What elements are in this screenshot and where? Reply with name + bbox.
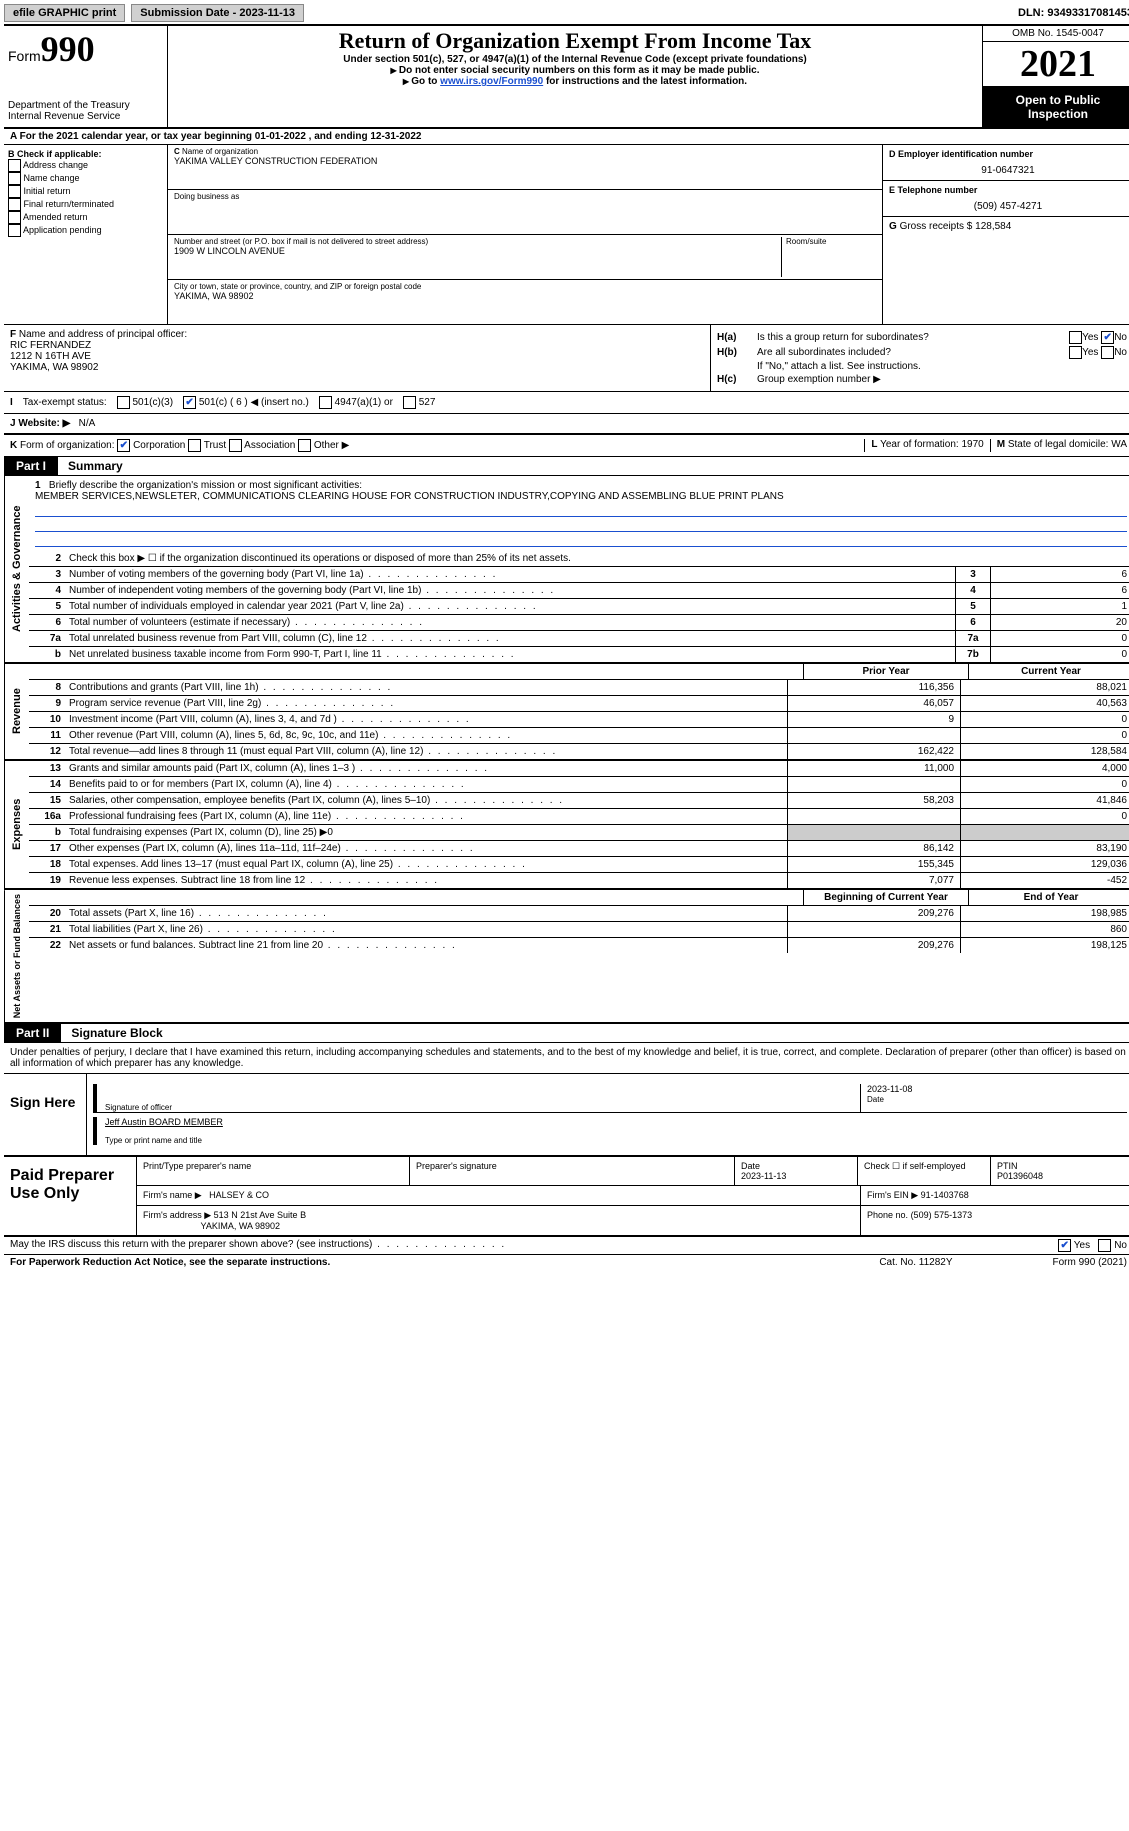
net-row: 22Net assets or fund balances. Subtract … (29, 937, 1129, 953)
cb-4947[interactable] (319, 396, 332, 409)
form-org-row: K Form of organization: ✔ Corporation Tr… (4, 435, 1129, 457)
top-bar: efile GRAPHIC print Submission Date - 20… (4, 4, 1129, 26)
net-assets-section: Net Assets or Fund Balances Beginning of… (4, 890, 1129, 1024)
phone: (509) 457-4271 (889, 201, 1127, 212)
gov-row: 3Number of voting members of the governi… (29, 566, 1129, 582)
header-left: Form990 Department of the Treasury Inter… (4, 26, 168, 127)
sign-here-block: Sign Here Signature of officer 2023-11-0… (4, 1074, 1129, 1157)
section-h: H(a)Is this a group return for subordina… (711, 325, 1129, 391)
tax-exempt-row: I Tax-exempt status: 501(c)(3) ✔ 501(c) … (4, 392, 1129, 414)
discuss-no[interactable] (1098, 1239, 1111, 1252)
signature-declaration: Under penalties of perjury, I declare th… (4, 1043, 1129, 1074)
block-f-h: F Name and address of principal officer:… (4, 325, 1129, 392)
discuss-yes[interactable]: ✔ (1058, 1239, 1071, 1252)
tax-year: 2021 (983, 42, 1129, 87)
calendar-year-row: A For the 2021 calendar year, or tax yea… (4, 129, 1129, 145)
part2-header: Part II Signature Block (4, 1024, 1129, 1043)
cb-address-change[interactable] (8, 159, 21, 172)
website-row: J Website: ▶ N/A (4, 414, 1129, 435)
gov-row: 7aTotal unrelated business revenue from … (29, 630, 1129, 646)
gov-row: 5Total number of individuals employed in… (29, 598, 1129, 614)
section-c: C Name of organization YAKIMA VALLEY CON… (168, 145, 882, 324)
efile-button[interactable]: efile GRAPHIC print (4, 4, 125, 22)
cb-trust[interactable] (188, 439, 201, 452)
form-header: Form990 Department of the Treasury Inter… (4, 26, 1129, 129)
exp-row: 19Revenue less expenses. Subtract line 1… (29, 872, 1129, 888)
cb-name-change[interactable] (8, 172, 21, 185)
cb-assoc[interactable] (229, 439, 242, 452)
rev-row: 12Total revenue—add lines 8 through 11 (… (29, 743, 1129, 759)
cb-corp[interactable]: ✔ (117, 439, 130, 452)
exp-row: bTotal fundraising expenses (Part IX, co… (29, 824, 1129, 840)
ein: 91-0647321 (889, 165, 1127, 176)
mission-block: 1 Briefly describe the organization's mi… (29, 476, 1129, 551)
cb-527[interactable] (403, 396, 416, 409)
page-footer: For Paperwork Reduction Act Notice, see … (4, 1254, 1129, 1270)
ha-no[interactable]: ✔ (1101, 331, 1114, 344)
section-f: F Name and address of principal officer:… (4, 325, 711, 391)
net-row: 20Total assets (Part X, line 16)209,2761… (29, 905, 1129, 921)
ha-yes[interactable] (1069, 331, 1082, 344)
gov-row: 6Total number of volunteers (estimate if… (29, 614, 1129, 630)
hb-yes[interactable] (1069, 346, 1082, 359)
rev-row: 11Other revenue (Part VIII, column (A), … (29, 727, 1129, 743)
block-b-c-d: B Check if applicable: Address change Na… (4, 145, 1129, 325)
cb-other[interactable] (298, 439, 311, 452)
expenses-section: Expenses 13Grants and similar amounts pa… (4, 761, 1129, 890)
paid-preparer-block: Paid Preparer Use Only Print/Type prepar… (4, 1157, 1129, 1237)
gov-row: bNet unrelated business taxable income f… (29, 646, 1129, 662)
org-address: 1909 W LINCOLN AVENUE (174, 246, 781, 256)
cb-app-pending[interactable] (8, 224, 21, 237)
cb-501c3[interactable] (117, 396, 130, 409)
cb-initial-return[interactable] (8, 185, 21, 198)
rev-row: 10Investment income (Part VIII, column (… (29, 711, 1129, 727)
form-title: Return of Organization Exempt From Incom… (174, 28, 976, 54)
rev-row: 8Contributions and grants (Part VIII, li… (29, 679, 1129, 695)
exp-row: 15Salaries, other compensation, employee… (29, 792, 1129, 808)
revenue-section: Revenue Prior YearCurrent Year 8Contribu… (4, 664, 1129, 761)
cb-final-return[interactable] (8, 198, 21, 211)
dln-label: DLN: 93493317081453 (1018, 7, 1129, 19)
header-center: Return of Organization Exempt From Incom… (168, 26, 982, 127)
hb-no[interactable] (1101, 346, 1114, 359)
section-b: B Check if applicable: Address change Na… (4, 145, 168, 324)
discuss-row: May the IRS discuss this return with the… (4, 1237, 1129, 1254)
gross-receipts: 128,584 (975, 221, 1011, 232)
irs-link[interactable]: www.irs.gov/Form990 (440, 76, 543, 87)
exp-row: 17Other expenses (Part IX, column (A), l… (29, 840, 1129, 856)
net-row: 21Total liabilities (Part X, line 26)860 (29, 921, 1129, 937)
cb-501c[interactable]: ✔ (183, 396, 196, 409)
subdate-button[interactable]: Submission Date - 2023-11-13 (131, 4, 304, 22)
exp-row: 16aProfessional fundraising fees (Part I… (29, 808, 1129, 824)
part1-header: Part I Summary (4, 457, 1129, 476)
mission-text: MEMBER SERVICES,NEWSLETER, COMMUNICATION… (35, 491, 1127, 502)
gov-row: 4Number of independent voting members of… (29, 582, 1129, 598)
rev-row: 9Program service revenue (Part VIII, lin… (29, 695, 1129, 711)
header-right: OMB No. 1545-0047 2021 Open to Public In… (982, 26, 1129, 127)
activities-governance: Activities & Governance 1 Briefly descri… (4, 476, 1129, 664)
org-name: YAKIMA VALLEY CONSTRUCTION FEDERATION (174, 156, 876, 166)
cb-amended[interactable] (8, 211, 21, 224)
section-d-e-g: D Employer identification number 91-0647… (882, 145, 1129, 324)
exp-row: 14Benefits paid to or for members (Part … (29, 776, 1129, 792)
exp-row: 13Grants and similar amounts paid (Part … (29, 761, 1129, 776)
exp-row: 18Total expenses. Add lines 13–17 (must … (29, 856, 1129, 872)
